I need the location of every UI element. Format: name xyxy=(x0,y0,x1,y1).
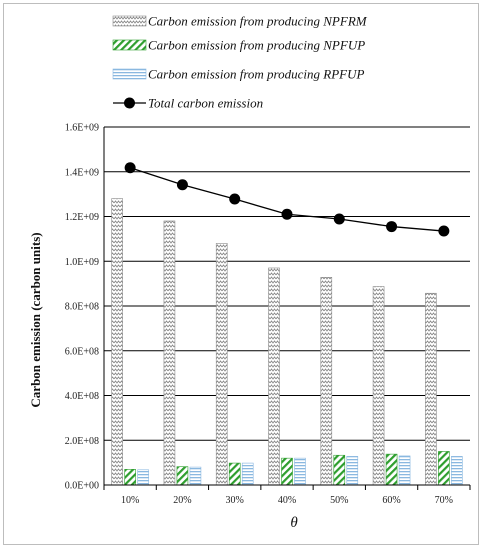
total-point-3 xyxy=(281,208,293,220)
bar-diagonal-1 xyxy=(176,466,189,486)
bar-horizontal-5 xyxy=(398,455,411,486)
y-tick-label: 1.0E+09 xyxy=(65,257,99,268)
bar-zigzag-1 xyxy=(163,220,176,486)
total-line xyxy=(124,162,450,237)
bar-horizontal-0 xyxy=(137,469,149,486)
bar-horizontal-3 xyxy=(294,457,306,486)
legend-label: Carbon emission from producing NPFRM xyxy=(148,14,368,29)
y-tick-label: 0.0E+00 xyxy=(65,481,99,492)
bar-zigzag-0 xyxy=(111,198,123,486)
bar-diagonal-4 xyxy=(333,454,346,486)
bar-zigzag-2 xyxy=(215,243,228,486)
x-tick-label: 20% xyxy=(173,495,191,506)
x-tick-label: 70% xyxy=(435,495,453,506)
legend-label: Carbon emission from producing RPFUP xyxy=(148,67,364,82)
y-tick-label: 4.0E+08 xyxy=(65,391,99,402)
x-tick-label: 60% xyxy=(382,495,400,506)
y-tick-label: 1.6E+09 xyxy=(65,123,99,134)
bar-horizontal-4 xyxy=(346,456,359,486)
y-tick-label: 2.0E+08 xyxy=(65,436,99,447)
legend-marker xyxy=(124,97,135,109)
bar-diagonal-5 xyxy=(385,453,398,486)
legend-label: Carbon emission from producing NPFUP xyxy=(148,38,365,53)
x-tick-label: 50% xyxy=(330,495,348,506)
legend-label: Total carbon emission xyxy=(148,96,263,111)
bar-diagonal-0 xyxy=(124,469,136,486)
bar-horizontal-2 xyxy=(241,462,254,486)
legend: Carbon emission from producing NPFRM Carb… xyxy=(112,14,368,111)
bar-diagonal-2 xyxy=(228,462,241,486)
y-tick-label: 1.2E+09 xyxy=(65,212,99,223)
x-tick-label: 30% xyxy=(226,495,244,506)
total-point-0 xyxy=(124,162,136,174)
bar-diagonal-3 xyxy=(281,457,293,486)
legend-swatch-diagonal xyxy=(112,39,147,51)
legend-swatch-zigzag xyxy=(112,15,147,27)
bar-zigzag-6 xyxy=(425,292,437,486)
total-point-2 xyxy=(229,193,241,205)
y-axis-label: Carbon emission (carbon units) xyxy=(28,232,43,407)
bar-diagonal-6 xyxy=(438,451,450,486)
x-tick-label: 10% xyxy=(121,495,139,506)
total-point-5 xyxy=(386,221,398,233)
total-point-6 xyxy=(438,225,450,237)
y-axis: 0.0E+00 2.0E+08 4.0E+08 6.0E+08 8.0E+08 1.0E+… xyxy=(65,123,105,492)
total-point-4 xyxy=(333,213,345,225)
bar-horizontal-6 xyxy=(451,456,463,486)
total-series-line xyxy=(129,167,444,232)
y-tick-label: 6.0E+08 xyxy=(65,346,99,357)
bar-horizontal-1 xyxy=(189,466,202,486)
chart-frame xyxy=(3,3,479,545)
y-tick-label: 1.4E+09 xyxy=(65,167,99,178)
bar-zigzag-3 xyxy=(268,267,280,486)
total-point-1 xyxy=(176,179,188,191)
x-axis-label: θ xyxy=(290,515,298,531)
x-axis: 10% 20% 30% 40% 50% 60% 70% xyxy=(103,484,471,506)
gridlines xyxy=(104,126,470,441)
legend-swatch-horizontal xyxy=(112,68,147,80)
bar-zigzag-5 xyxy=(372,286,385,486)
bar-zigzag-4 xyxy=(320,277,333,486)
x-tick-label: 40% xyxy=(278,495,296,506)
bars xyxy=(111,198,463,486)
y-tick-label: 8.0E+08 xyxy=(65,302,99,313)
